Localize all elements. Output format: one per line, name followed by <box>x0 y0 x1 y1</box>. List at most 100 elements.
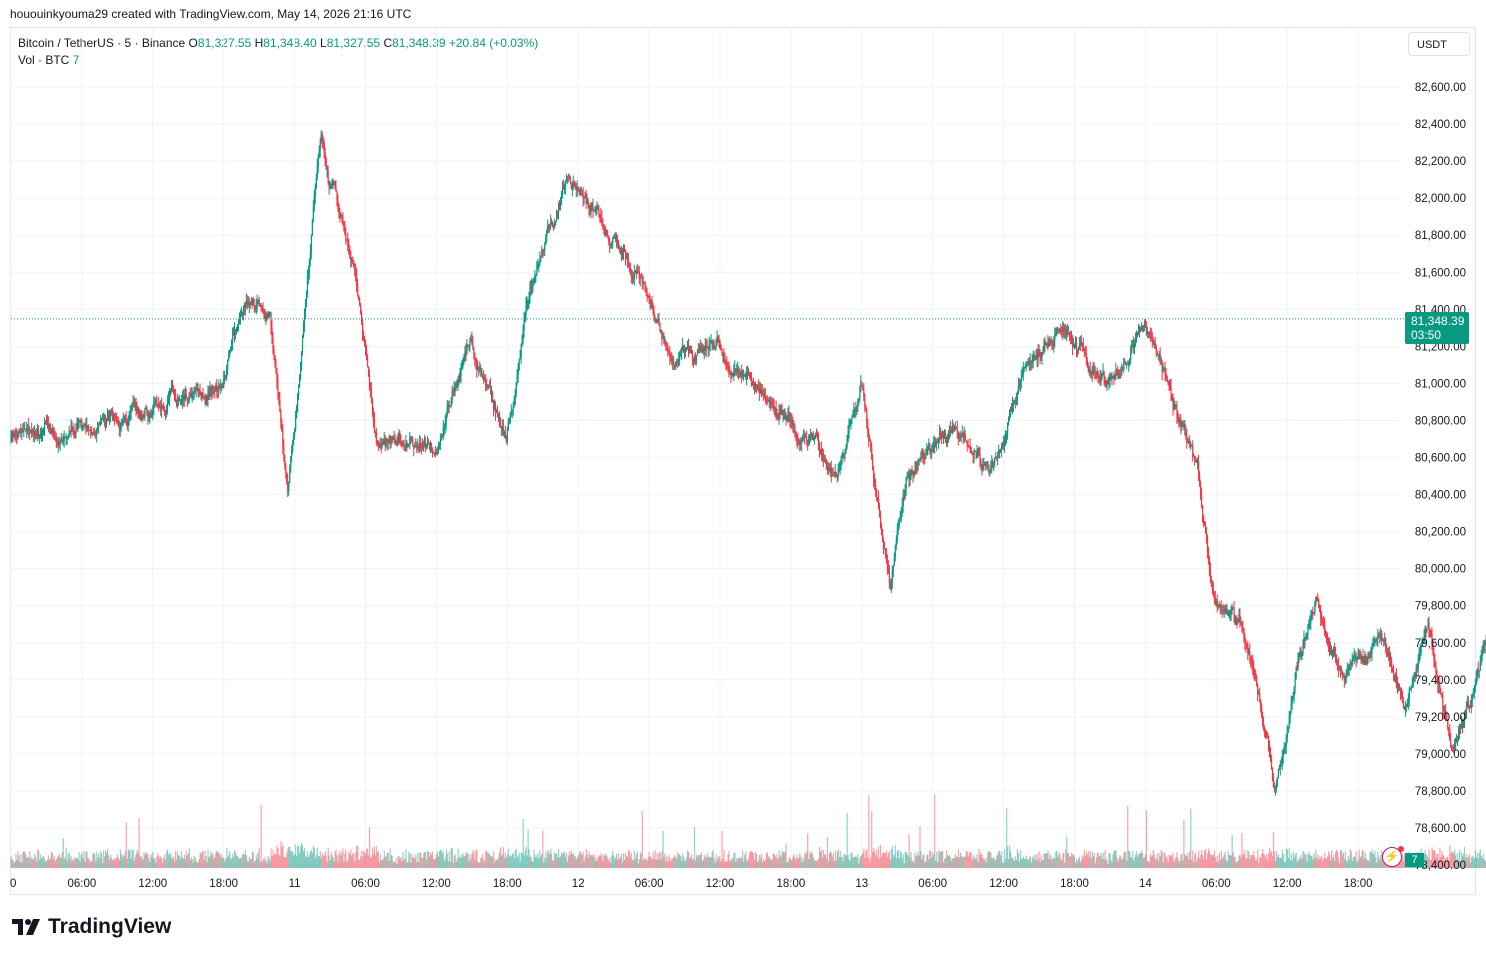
volume-bar <box>64 857 66 868</box>
volume-bar <box>178 855 181 868</box>
candle-body <box>220 384 222 389</box>
candle-body <box>683 346 685 349</box>
candle-body <box>570 183 573 189</box>
candle-body <box>473 348 475 354</box>
volume-bar <box>885 850 888 868</box>
candle-body <box>514 394 516 404</box>
candle-body <box>598 209 600 216</box>
volume-bar <box>195 860 197 868</box>
volume-bar <box>965 851 967 868</box>
volume-bar <box>943 862 945 868</box>
volume-bar <box>1122 858 1124 868</box>
volume-bar <box>1060 858 1062 868</box>
candle-body <box>700 346 702 348</box>
volume-bar <box>1478 852 1480 868</box>
candle-body <box>86 425 88 429</box>
candle-body <box>496 411 499 415</box>
candle-body <box>1316 597 1318 601</box>
volume-bar <box>261 862 263 868</box>
volume-bar <box>1426 855 1428 868</box>
legend-close-value: 81,348.39 <box>392 36 446 50</box>
candle-body <box>123 415 125 421</box>
candle-body <box>1348 663 1350 669</box>
volume-bar <box>1288 848 1290 868</box>
candle-body <box>536 266 538 275</box>
candle-body <box>324 152 326 159</box>
candle-body <box>1354 655 1356 657</box>
candle-body <box>814 437 816 439</box>
candle-body <box>1331 648 1333 656</box>
candle-body <box>495 411 498 413</box>
volume-bar <box>1057 856 1059 868</box>
volume-bar <box>1266 854 1268 868</box>
volume-bar <box>763 860 766 868</box>
candle-body <box>1235 618 1237 621</box>
candle-body <box>141 417 143 420</box>
candle-body <box>1396 683 1399 688</box>
volume-bar <box>14 861 16 868</box>
volume-bar <box>234 850 236 868</box>
candle-body <box>446 406 448 415</box>
candle-body <box>395 440 397 442</box>
candle-body <box>1424 628 1426 637</box>
candle-body <box>932 449 934 452</box>
candle-body <box>1175 404 1177 409</box>
candle-body <box>1205 532 1208 538</box>
candle-body <box>983 463 985 465</box>
candle-body <box>1112 375 1114 379</box>
candle-body <box>235 330 237 332</box>
volume-bar <box>253 862 255 868</box>
candle-body <box>701 347 703 353</box>
candle-body <box>58 442 60 445</box>
candle-body <box>849 421 851 426</box>
candle-body <box>42 428 45 432</box>
volume-bar <box>729 860 731 868</box>
candle-body <box>824 461 827 463</box>
volume-bar <box>865 850 867 868</box>
currency-selector[interactable]: USDT <box>1408 32 1470 56</box>
candle-body <box>506 430 508 442</box>
candle-body <box>1141 327 1144 329</box>
candle-body <box>1073 345 1075 347</box>
candle-body <box>505 437 508 442</box>
volume-bar <box>1232 852 1234 868</box>
candle-body <box>1147 331 1150 334</box>
volume-bar <box>1054 858 1056 868</box>
volume-bar <box>830 852 832 868</box>
volume-bar <box>1123 852 1125 868</box>
candle-body <box>121 422 123 424</box>
volume-bar <box>1471 855 1474 868</box>
volume-bar <box>1092 855 1094 868</box>
candle-body <box>538 262 540 265</box>
volume-bar <box>880 844 882 868</box>
volume-bar <box>848 859 850 868</box>
candle-body <box>242 309 245 315</box>
volume-bar <box>684 860 686 868</box>
candle-body <box>1313 612 1315 614</box>
volume-bar <box>619 858 621 868</box>
candle-body <box>1246 644 1248 647</box>
volume-bar <box>1164 854 1166 868</box>
candle-body <box>323 142 325 153</box>
candle-body <box>427 441 429 444</box>
volume-bar <box>961 856 963 868</box>
volume-bar <box>1241 832 1243 868</box>
volume-bar <box>1184 853 1186 868</box>
candle-body <box>1345 671 1347 678</box>
candle-body <box>1258 693 1260 695</box>
volume-bar <box>425 852 427 868</box>
candle-body <box>604 229 606 236</box>
candle-body <box>33 432 35 437</box>
volume-bar <box>1081 855 1084 868</box>
candle-body <box>1087 366 1089 372</box>
volume-bar <box>216 850 218 868</box>
legend-symbol[interactable]: Bitcoin / TetherUS · 5 · Binance <box>18 36 186 50</box>
legend-volume-label[interactable]: Vol · BTC <box>18 53 70 67</box>
volume-bar <box>677 852 679 868</box>
volume-bar <box>996 855 998 868</box>
candle-body <box>237 319 240 325</box>
candle-body <box>1434 660 1436 667</box>
candle-body <box>487 388 489 390</box>
volume-bar <box>535 854 537 868</box>
